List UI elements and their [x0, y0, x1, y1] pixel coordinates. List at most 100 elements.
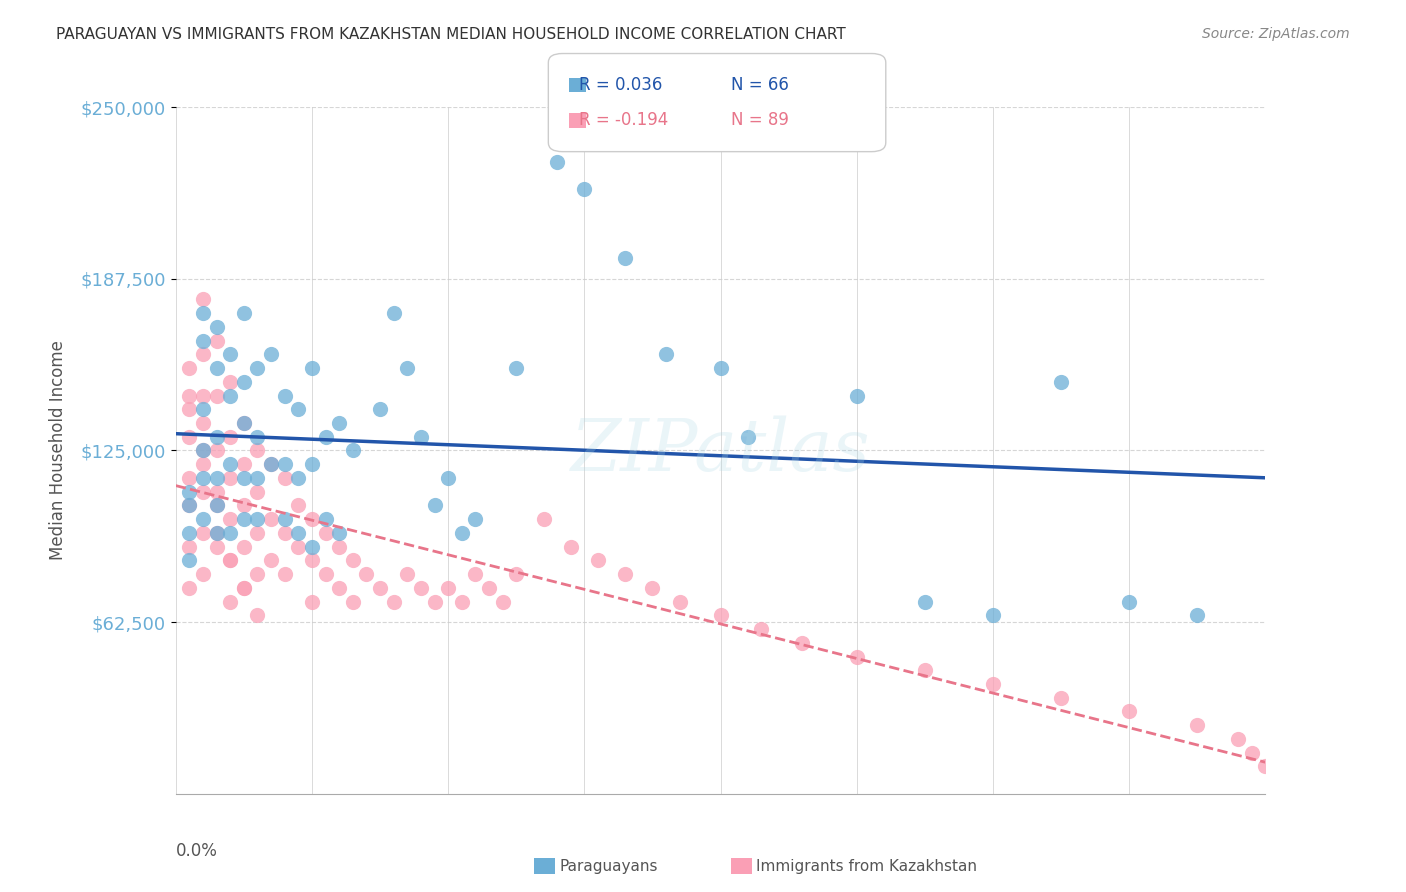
Point [191, 347, 214, 361]
Point [219, 471, 242, 485]
Point [179, 361, 201, 376]
Point [342, 553, 364, 567]
Point [191, 334, 214, 348]
Point [232, 375, 254, 389]
Text: 0.0%: 0.0% [176, 842, 218, 860]
Point [396, 567, 419, 582]
Point [274, 388, 297, 402]
Point [409, 581, 432, 595]
Text: Immigrants from Kazakhstan: Immigrants from Kazakhstan [756, 859, 977, 873]
Point [315, 567, 337, 582]
Point [274, 512, 297, 526]
Point [205, 388, 228, 402]
Point [232, 416, 254, 430]
Point [914, 594, 936, 608]
Point [450, 594, 472, 608]
Point [191, 388, 214, 402]
Point [301, 540, 323, 554]
Point [342, 443, 364, 458]
Text: R = -0.194: R = -0.194 [579, 112, 668, 129]
Point [232, 306, 254, 320]
Point [845, 388, 868, 402]
Point [219, 594, 242, 608]
Point [205, 361, 228, 376]
Point [1240, 746, 1263, 760]
Text: Source: ZipAtlas.com: Source: ZipAtlas.com [1202, 27, 1350, 41]
Point [668, 594, 690, 608]
Point [205, 499, 228, 513]
Point [205, 484, 228, 499]
Point [179, 388, 201, 402]
Point [328, 416, 350, 430]
Point [205, 540, 228, 554]
Point [191, 484, 214, 499]
Point [382, 594, 405, 608]
Text: R = 0.036: R = 0.036 [579, 76, 662, 94]
Point [191, 293, 214, 307]
Point [179, 540, 201, 554]
Point [191, 443, 214, 458]
Point [219, 375, 242, 389]
Point [614, 567, 637, 582]
Point [205, 430, 228, 444]
Point [179, 402, 201, 417]
Point [179, 553, 201, 567]
Point [191, 306, 214, 320]
Point [710, 361, 733, 376]
Point [356, 567, 378, 582]
Point [1187, 718, 1209, 732]
Point [246, 471, 269, 485]
Point [315, 430, 337, 444]
Point [191, 471, 214, 485]
Point [260, 553, 283, 567]
Point [232, 471, 254, 485]
Point [1118, 594, 1140, 608]
Point [232, 499, 254, 513]
Point [287, 402, 309, 417]
Point [914, 663, 936, 677]
Point [437, 581, 460, 595]
Point [478, 581, 501, 595]
Point [981, 608, 1004, 623]
Point [492, 594, 515, 608]
Point [191, 457, 214, 471]
Point [219, 512, 242, 526]
Point [751, 622, 773, 636]
Point [464, 512, 486, 526]
Point [246, 608, 269, 623]
Point [205, 471, 228, 485]
Point [205, 499, 228, 513]
Point [437, 471, 460, 485]
Point [614, 251, 637, 265]
Point [246, 567, 269, 582]
Point [191, 512, 214, 526]
Point [301, 553, 323, 567]
Point [1050, 375, 1073, 389]
Point [219, 347, 242, 361]
Point [586, 553, 609, 567]
Point [368, 581, 391, 595]
Point [301, 457, 323, 471]
Point [710, 608, 733, 623]
Text: PARAGUAYAN VS IMMIGRANTS FROM KAZAKHSTAN MEDIAN HOUSEHOLD INCOME CORRELATION CHA: PARAGUAYAN VS IMMIGRANTS FROM KAZAKHSTAN… [56, 27, 846, 42]
Point [246, 484, 269, 499]
Point [246, 443, 269, 458]
Point [505, 361, 527, 376]
Point [315, 512, 337, 526]
Point [179, 471, 201, 485]
Point [246, 525, 269, 540]
Point [179, 430, 201, 444]
Point [232, 512, 254, 526]
Point [179, 581, 201, 595]
Point [328, 525, 350, 540]
Point [232, 457, 254, 471]
Text: N = 66: N = 66 [731, 76, 789, 94]
Point [287, 471, 309, 485]
Point [219, 388, 242, 402]
Point [179, 499, 201, 513]
Point [179, 525, 201, 540]
Point [219, 457, 242, 471]
Point [1050, 690, 1073, 705]
Point [246, 430, 269, 444]
Point [260, 512, 283, 526]
